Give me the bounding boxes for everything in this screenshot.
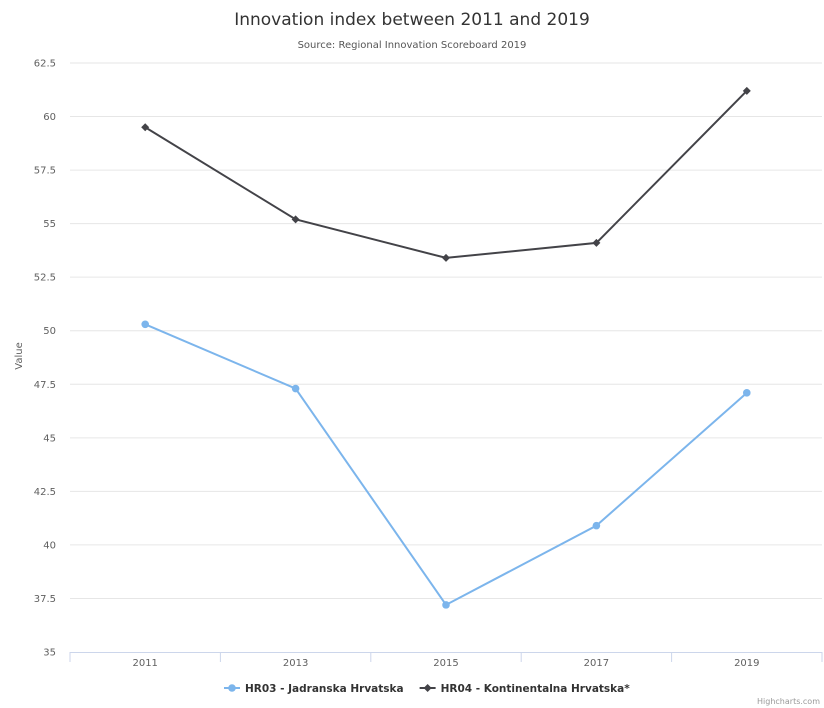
y-tick-label: 47.5 bbox=[34, 380, 56, 391]
x-tick-label: 2011 bbox=[132, 658, 157, 669]
series-point bbox=[442, 253, 450, 262]
x-axis: 2011 2013 2015 2017 2019 bbox=[69, 652, 823, 669]
series-line-1 bbox=[144, 90, 748, 259]
y-tick-label: 50 bbox=[43, 326, 56, 337]
series-point bbox=[742, 86, 751, 95]
y-tick-label: 35 bbox=[43, 648, 56, 659]
series-point bbox=[141, 123, 150, 132]
y-tick-label: 37.5 bbox=[34, 594, 56, 605]
series-point bbox=[592, 238, 601, 247]
y-axis-title: Value bbox=[14, 342, 25, 369]
y-tick-label: 45 bbox=[43, 433, 56, 444]
legend-item[interactable]: HR04 - Kontinentalna Hrvatska* bbox=[419, 683, 631, 695]
y-tick-label: 57.5 bbox=[34, 166, 56, 177]
chart-title: Innovation index between 2011 and 2019 bbox=[234, 10, 590, 30]
y-tick-label: 42.5 bbox=[34, 487, 56, 498]
x-tick-label: 2015 bbox=[433, 658, 458, 669]
series-point bbox=[291, 384, 300, 393]
legend-marker-icon bbox=[423, 684, 432, 692]
x-tick-label: 2017 bbox=[584, 658, 609, 669]
series-point bbox=[592, 521, 601, 530]
series-point bbox=[291, 215, 300, 224]
credits-link[interactable]: Highcharts.com bbox=[757, 697, 820, 706]
legend-marker-icon bbox=[228, 684, 236, 692]
y-tick-label: 40 bbox=[43, 540, 56, 551]
grid-lines bbox=[70, 62, 822, 599]
y-axis-ticks: 35 37.5 40 42.5 45 47.5 50 52.5 55 57.5 60 62.5 bbox=[34, 59, 56, 659]
y-tick-label: 55 bbox=[43, 219, 56, 230]
legend-label: HR03 - Jadranska Hrvatska bbox=[245, 683, 404, 695]
y-tick-label: 52.5 bbox=[34, 273, 56, 284]
x-tick-label: 2013 bbox=[283, 658, 308, 669]
legend: HR03 - Jadranska Hrvatska HR04 - Kontinen… bbox=[224, 683, 630, 695]
y-tick-label: 62.5 bbox=[34, 59, 56, 70]
legend-label: HR04 - Kontinentalna Hrvatska* bbox=[441, 683, 631, 695]
series-point bbox=[141, 320, 149, 329]
x-tick-label: 2019 bbox=[734, 658, 759, 669]
series-point bbox=[442, 601, 450, 609]
series-point bbox=[743, 389, 751, 397]
legend-item[interactable]: HR03 - Jadranska Hrvatska bbox=[224, 683, 404, 695]
series-line-0 bbox=[144, 323, 748, 607]
chart-subtitle: Source: Regional Innovation Scoreboard 2… bbox=[298, 40, 527, 51]
y-tick-label: 60 bbox=[43, 112, 56, 123]
series-group bbox=[141, 86, 751, 609]
